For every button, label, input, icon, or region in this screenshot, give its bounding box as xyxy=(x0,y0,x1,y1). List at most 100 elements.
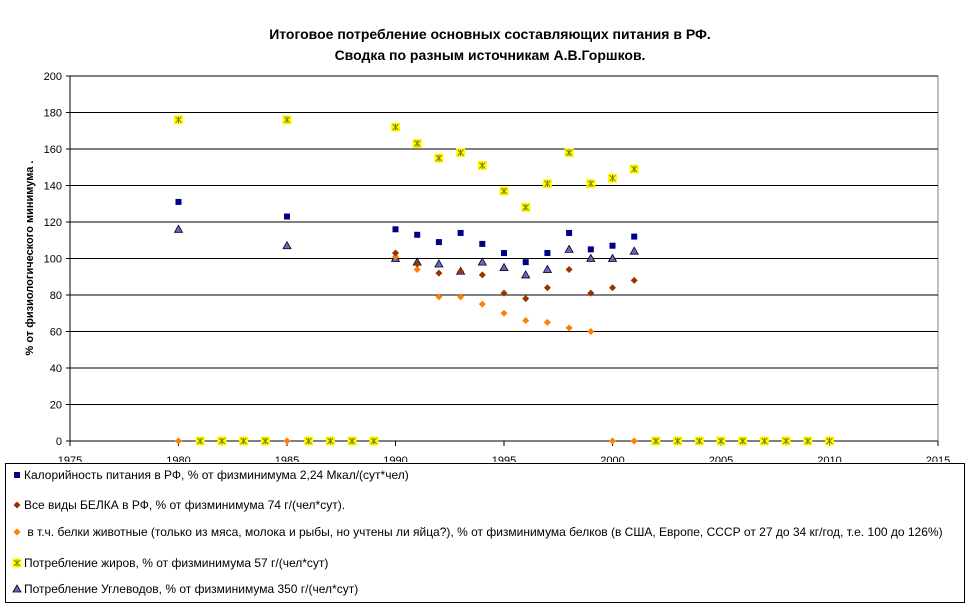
series-4-point xyxy=(282,240,292,250)
series-2-marks xyxy=(175,253,638,445)
series-3-point xyxy=(759,436,769,446)
legend-marker xyxy=(13,528,21,536)
series-3-point xyxy=(629,164,639,174)
y-tick-label: 160 xyxy=(44,144,62,156)
series-2-point xyxy=(413,265,421,273)
series-1-marks xyxy=(392,249,638,303)
series-2-point xyxy=(457,293,465,301)
series-3-point xyxy=(738,436,748,446)
series-3-point xyxy=(174,115,183,125)
plot-area xyxy=(69,75,939,442)
series-3-point xyxy=(477,160,487,170)
series-3-point xyxy=(716,436,726,446)
legend-marker-icon xyxy=(12,558,22,568)
y-tick-label: 180 xyxy=(44,108,62,120)
series-3-point xyxy=(282,115,292,125)
x-tick-label: 1990 xyxy=(383,455,407,462)
series-0-point xyxy=(501,250,507,257)
series-3-point xyxy=(781,436,791,446)
series-2-point xyxy=(630,437,638,445)
series-3-point xyxy=(803,436,813,446)
legend: Калорийность питания в РФ, % от физминим… xyxy=(5,463,965,603)
series-3-point xyxy=(456,148,466,158)
y-tick-label: 80 xyxy=(50,290,62,302)
legend-marker xyxy=(13,501,21,509)
series-4-point xyxy=(542,264,553,273)
x-tick-label: 1975 xyxy=(58,455,82,462)
series-1-point xyxy=(457,267,465,275)
chart-title-line-1: Итоговое потребление основных составляющ… xyxy=(269,26,711,42)
series-2-point xyxy=(175,437,182,445)
series-0-point xyxy=(479,240,486,247)
series-3-point xyxy=(369,436,379,446)
series-0-point xyxy=(609,242,616,249)
y-tick-label: 20 xyxy=(50,400,62,412)
legend-marker xyxy=(12,558,22,568)
legend-label: Потребление Углеводов, % от физминимума … xyxy=(24,582,359,596)
x-tick-label: 1995 xyxy=(492,455,516,462)
series-3-point xyxy=(239,436,249,446)
series-3-point xyxy=(499,186,509,196)
y-tick-label: 0 xyxy=(56,436,62,448)
series-3-point xyxy=(694,436,704,446)
series-1-point xyxy=(630,276,638,284)
series-3-point xyxy=(673,436,683,446)
series-0-point xyxy=(414,231,421,238)
series-3-point xyxy=(608,173,617,183)
series-3-point xyxy=(651,436,661,446)
legend-item-1: Все виды БЕЛКА в РФ, % от физминимума 74… xyxy=(12,498,952,513)
series-1-point xyxy=(522,295,530,303)
x-tick-label: 2005 xyxy=(709,455,733,462)
legend-marker-icon xyxy=(13,528,21,536)
series-0-point xyxy=(522,259,529,266)
y-axis-label: % от физиологического минимума . xyxy=(24,161,36,356)
legend-marker xyxy=(12,584,22,593)
legend-label: Потребление жиров, % от физминимума 57 г… xyxy=(24,556,329,570)
series-3-point xyxy=(521,202,531,212)
legend-label: Калорийность питания в РФ, % от физминим… xyxy=(24,468,409,482)
y-tick-label: 40 xyxy=(50,363,62,375)
series-3-point xyxy=(542,179,552,189)
legend-marker-icon xyxy=(12,584,22,593)
series-3-point xyxy=(391,122,400,132)
legend-marker-icon xyxy=(14,472,20,478)
series-0-point xyxy=(175,198,182,205)
y-axis: 0 20 40 60 80 100 120 140 160 180 200 xyxy=(44,71,71,448)
series-0-point xyxy=(435,239,442,246)
series-4-point xyxy=(499,262,509,272)
chart-canvas: Итоговое потребление основных составляющ… xyxy=(24,26,950,462)
series-3-point xyxy=(564,148,574,158)
series-0-point xyxy=(566,229,573,236)
series-0-point xyxy=(392,226,399,233)
legend-item-2: в т.ч. белки животные (только из мяса, м… xyxy=(12,525,952,540)
series-4-point xyxy=(477,257,487,266)
y-tick-label: 200 xyxy=(44,71,62,83)
series-1-point xyxy=(478,271,486,279)
series-0-point xyxy=(284,213,290,220)
series-3-point xyxy=(586,179,596,189)
x-tick-label: 2015 xyxy=(926,455,950,462)
chart-title-line-2: Сводка по разным источникам А.В.Горшков. xyxy=(335,47,646,63)
legend-marker-icon xyxy=(13,501,21,509)
series-2-point xyxy=(283,437,291,445)
series-1-point xyxy=(392,249,399,257)
series-0-point xyxy=(631,233,638,240)
series-2-point xyxy=(500,309,508,317)
series-4-point xyxy=(629,246,639,255)
y-tick-label: 120 xyxy=(44,217,62,229)
series-1-point xyxy=(543,284,551,292)
legend-label: в т.ч. белки животные (только из мяса, м… xyxy=(24,525,943,539)
series-3-point xyxy=(260,436,270,446)
series-2-point xyxy=(587,328,595,335)
x-tick-label: 1980 xyxy=(166,455,190,462)
series-3-marks xyxy=(174,115,834,446)
series-4-point xyxy=(607,253,618,262)
legend-marker xyxy=(14,472,20,478)
legend-item-0: Калорийность питания в РФ, % от физминим… xyxy=(12,468,952,483)
series-2-point xyxy=(543,318,551,326)
series-2-point xyxy=(435,293,443,301)
series-0-marks xyxy=(175,198,638,266)
series-4-point xyxy=(434,259,444,268)
series-4-point xyxy=(521,270,531,279)
x-tick-label: 2010 xyxy=(817,455,841,462)
